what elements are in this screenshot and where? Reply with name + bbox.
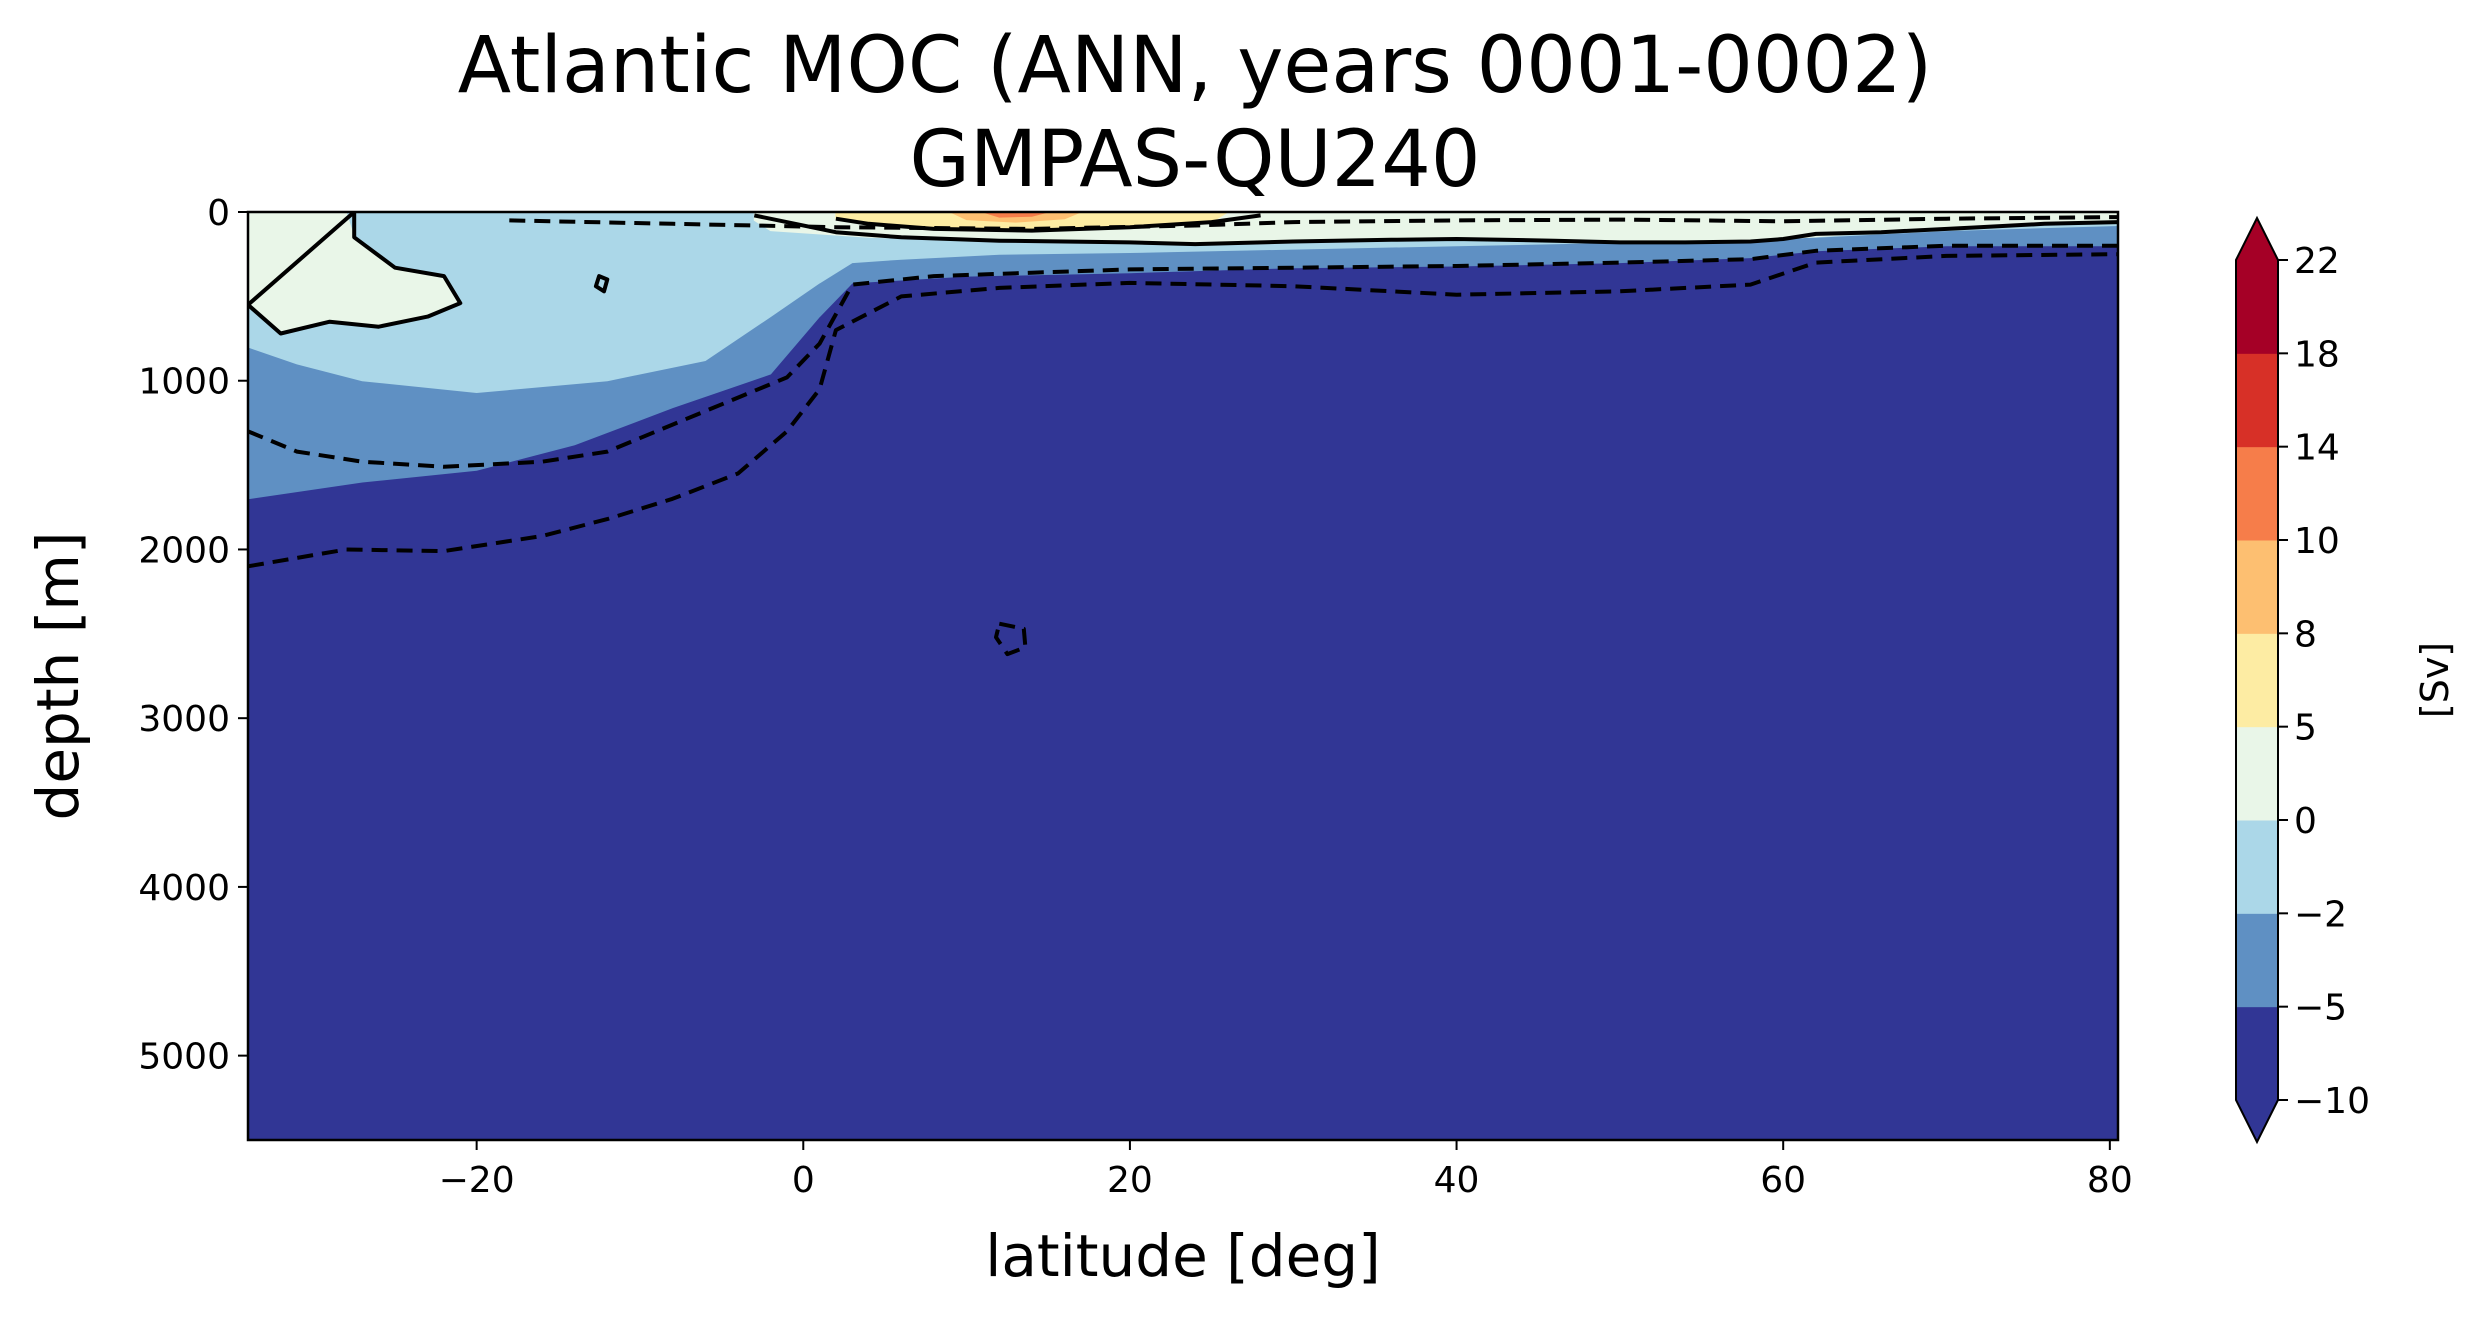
y-tick-label: 1000 bbox=[138, 362, 230, 403]
colorbar-tick-label: 10 bbox=[2294, 521, 2340, 562]
contour-line-7 bbox=[994, 621, 1028, 657]
contour-line-3 bbox=[835, 213, 1261, 233]
colorbar-tick-label: −2 bbox=[2294, 894, 2347, 935]
colorbar-segment bbox=[2236, 913, 2278, 1008]
colorbar-label: [Sv] bbox=[2413, 642, 2457, 718]
chart-subtitle: GMPAS-QU240 bbox=[909, 115, 1480, 205]
x-tick-label: 40 bbox=[1434, 1160, 1480, 1201]
contour-line-6 bbox=[509, 215, 2118, 231]
x-tick-label: −20 bbox=[439, 1160, 515, 1201]
y-tick-label: 2000 bbox=[138, 530, 230, 571]
y-axis-ticks: 0 1000 2000 3000 4000 5000 bbox=[138, 193, 248, 1078]
contour-line-1 bbox=[593, 274, 610, 294]
plot-area: −20 0 20 40 60 80 0 1000 2000 3000 4000 5000 bbox=[138, 193, 2132, 1201]
y-tick-label: 4000 bbox=[138, 868, 230, 909]
chart-title: Atlantic MOC (ANN, years 0001-0002) bbox=[458, 21, 1932, 111]
plot-frame bbox=[246, 210, 2120, 1142]
colorbar: −10 −5 −2 0 5 8 10 14 18 22 bbox=[2235, 215, 2370, 1145]
colorbar-segment bbox=[2236, 820, 2278, 914]
colorbar-segment bbox=[2236, 353, 2278, 448]
colorbar-segment bbox=[2236, 446, 2278, 541]
contour-fill-6 bbox=[982, 212, 1049, 218]
colorbar-tick-label: 0 bbox=[2294, 801, 2317, 842]
x-tick-label: 60 bbox=[1760, 1160, 1806, 1201]
y-tick-label: 0 bbox=[207, 193, 230, 234]
colorbar-segment bbox=[2236, 260, 2278, 354]
y-tick-label: 5000 bbox=[138, 1037, 230, 1078]
contour-line-2 bbox=[753, 213, 2118, 247]
y-axis-label: depth [m] bbox=[24, 531, 92, 820]
y-tick-label: 3000 bbox=[138, 699, 230, 740]
colorbar-tick-label: 5 bbox=[2294, 708, 2317, 749]
colorbar-tick-label: 22 bbox=[2294, 241, 2340, 282]
x-tick-label: 0 bbox=[792, 1160, 815, 1201]
contour-line-0 bbox=[248, 212, 463, 336]
x-tick-label: 80 bbox=[2087, 1160, 2133, 1201]
colorbar-tick-label: 8 bbox=[2294, 614, 2317, 655]
colorbar-segment bbox=[2236, 726, 2278, 821]
contour-line-5 bbox=[248, 252, 2118, 569]
colorbar-segment bbox=[2236, 633, 2278, 728]
colorbar-extend-under bbox=[2236, 1100, 2278, 1142]
x-axis-ticks: −20 0 20 40 60 80 bbox=[439, 1140, 2133, 1201]
colorbar-extend-over bbox=[2236, 218, 2278, 260]
colorbar-tick-label: −5 bbox=[2294, 988, 2347, 1029]
colorbar-tick-label: −10 bbox=[2294, 1081, 2370, 1122]
contour-lines bbox=[248, 212, 2118, 657]
colorbar-segment bbox=[2236, 540, 2278, 634]
colorbar-tick-label: 18 bbox=[2294, 334, 2340, 375]
colorbar-tick-label: 14 bbox=[2294, 428, 2340, 469]
x-axis-label: latitude [deg] bbox=[985, 1222, 1381, 1290]
x-tick-label: 20 bbox=[1107, 1160, 1153, 1201]
colorbar-segment bbox=[2236, 1006, 2278, 1101]
contour-line-4 bbox=[248, 243, 2118, 469]
